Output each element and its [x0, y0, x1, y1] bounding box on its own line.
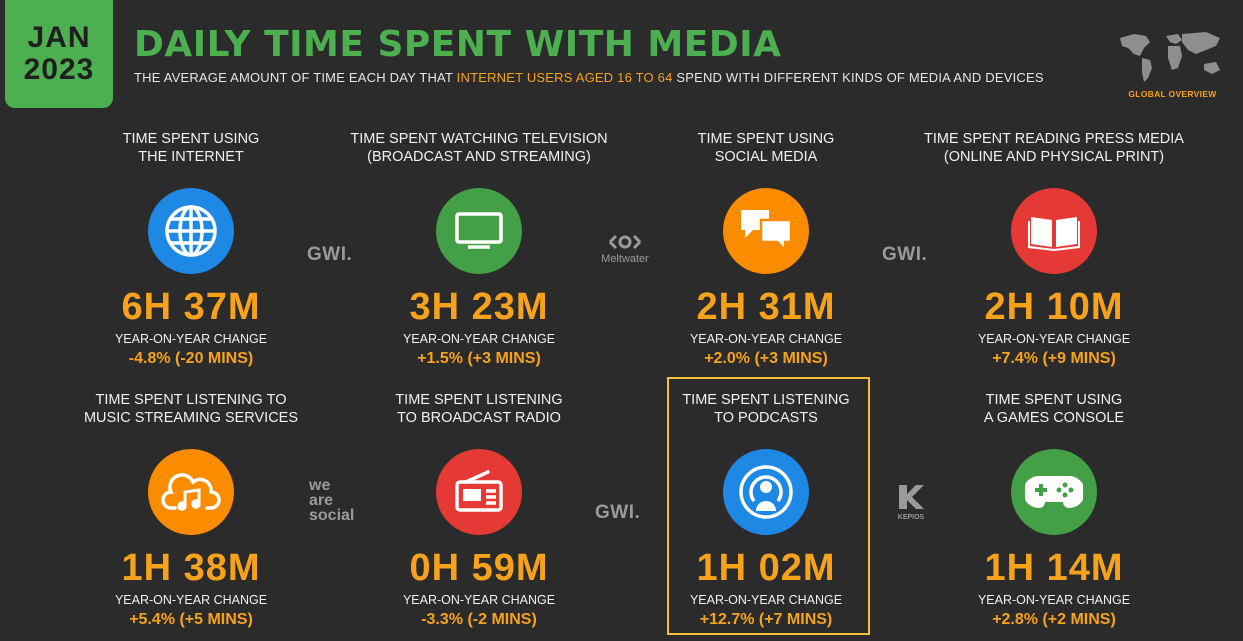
- card-label-line2: (ONLINE AND PHYSICAL PRINT): [943, 149, 1165, 165]
- card-value: 1H 02M: [696, 547, 836, 589]
- card-label: TIME SPENT USING SOCIAL MEDIA: [636, 130, 896, 166]
- meltwater-logo: Meltwater: [590, 234, 660, 265]
- card-music-streaming: TIME SPENT LISTENING TO MUSIC STREAMING S…: [61, 391, 321, 629]
- card-label-line2: MUSIC STREAMING SERVICES: [83, 410, 299, 426]
- card-label: TIME SPENT LISTENING TO BROADCAST RADIO: [349, 391, 609, 427]
- date-badge: JAN 2023: [5, 0, 113, 108]
- change-label: YEAR-ON-YEAR CHANGE: [114, 332, 268, 346]
- card-label-line2: TO BROADCAST RADIO: [397, 410, 561, 426]
- card-label-line1: TIME SPENT LISTENING TO: [95, 392, 287, 408]
- gwi-logo: GWI.: [882, 244, 928, 265]
- card-label-line2: TO PODCASTS: [714, 410, 818, 426]
- card-press-media: TIME SPENT READING PRESS MEDIA (ONLINE AN…: [924, 130, 1184, 368]
- podcast-icon: [723, 449, 809, 535]
- subtitle-post: SPEND WITH DIFFERENT KINDS OF MEDIA AND …: [672, 70, 1044, 85]
- speech-bubbles-icon: [723, 188, 809, 274]
- card-label-line2: THE INTERNET: [138, 149, 244, 165]
- logo-social: social: [309, 507, 355, 524]
- card-label-line1: TIME SPENT USING: [122, 131, 260, 147]
- card-value: 6H 37M: [121, 286, 261, 328]
- card-broadcast-radio: TIME SPENT LISTENING TO BROADCAST RADIO 0…: [349, 391, 609, 629]
- card-label-line1: TIME SPENT READING PRESS MEDIA: [924, 131, 1184, 147]
- page-title: DAILY TIME SPENT WITH MEDIA: [134, 24, 782, 65]
- change-label: YEAR-ON-YEAR CHANGE: [977, 332, 1131, 346]
- card-label: TIME SPENT LISTENING TO MUSIC STREAMING S…: [61, 391, 321, 427]
- change-value: +5.4% (+5 MINS): [129, 611, 253, 628]
- global-overview-label: GLOBAL OVERVIEW: [1128, 89, 1217, 99]
- change-value: +1.5% (+3 MINS): [417, 350, 541, 367]
- card-label: TIME SPENT WATCHING TELEVISION (BROADCAST…: [349, 130, 609, 166]
- card-label-line2: SOCIAL MEDIA: [714, 149, 818, 165]
- change-value: +7.4% (+9 MINS): [992, 350, 1116, 367]
- change-value: -3.3% (-2 MINS): [421, 611, 537, 628]
- card-value: 3H 23M: [409, 286, 549, 328]
- gwi-logo: GWI.: [595, 502, 641, 523]
- music-cloud-icon: [148, 449, 234, 535]
- change-value: +2.8% (+2 MINS): [992, 611, 1116, 628]
- logo-are: are: [309, 492, 334, 509]
- subtitle-highlight: INTERNET USERS AGED 16 TO 64: [456, 70, 673, 85]
- change-label: YEAR-ON-YEAR CHANGE: [977, 593, 1131, 607]
- card-podcasts: TIME SPENT LISTENING TO PODCASTS 1H 02M Y…: [636, 391, 896, 629]
- change-label: YEAR-ON-YEAR CHANGE: [689, 593, 843, 607]
- card-label-line2: (BROADCAST AND STREAMING): [367, 149, 591, 165]
- card-label-line1: TIME SPENT LISTENING: [395, 392, 563, 408]
- globe-icon: [148, 188, 234, 274]
- card-label-line1: TIME SPENT USING: [985, 392, 1123, 408]
- gwi-logo: GWI.: [307, 244, 353, 265]
- radio-icon: [436, 449, 522, 535]
- meltwater-logo-text: Meltwater: [601, 253, 649, 265]
- date-month: JAN: [27, 21, 91, 54]
- date-year: 2023: [23, 53, 95, 86]
- meltwater-mark-icon: [608, 234, 642, 250]
- card-value: 2H 10M: [984, 286, 1124, 328]
- subtitle-pre: THE AVERAGE AMOUNT OF TIME EACH DAY THAT: [134, 70, 457, 85]
- gamepad-icon: [1011, 449, 1097, 535]
- card-value: 2H 31M: [696, 286, 836, 328]
- card-label-line1: TIME SPENT WATCHING TELEVISION: [350, 131, 608, 147]
- change-value: +12.7% (+7 MINS): [699, 611, 833, 628]
- television-icon: [436, 188, 522, 274]
- change-label: YEAR-ON-YEAR CHANGE: [689, 332, 843, 346]
- logo-we: we: [309, 477, 331, 494]
- card-label: TIME SPENT USING A GAMES CONSOLE: [924, 391, 1184, 427]
- open-book-icon: [1011, 188, 1097, 274]
- card-games-console: TIME SPENT USING A GAMES CONSOLE 1H 14M Y…: [924, 391, 1184, 629]
- change-value: +2.0% (+3 MINS): [704, 350, 828, 367]
- podcast-highlight-box: [667, 377, 870, 635]
- card-television: TIME SPENT WATCHING TELEVISION (BROADCAST…: [349, 130, 609, 368]
- card-social-media: TIME SPENT USING SOCIAL MEDIA 2H 31M YEAR…: [636, 130, 896, 368]
- page-subtitle: THE AVERAGE AMOUNT OF TIME EACH DAY THAT…: [134, 70, 1044, 85]
- change-label: YEAR-ON-YEAR CHANGE: [402, 593, 556, 607]
- card-label: TIME SPENT READING PRESS MEDIA (ONLINE AN…: [924, 130, 1184, 166]
- change-value: -4.8% (-20 MINS): [128, 350, 254, 367]
- kepios-logo: KEPIOS: [893, 482, 929, 521]
- change-label: YEAR-ON-YEAR CHANGE: [114, 593, 268, 607]
- card-label-line2: A GAMES CONSOLE: [983, 410, 1125, 426]
- card-value: 1H 38M: [121, 547, 261, 589]
- world-map-icon: [1120, 32, 1220, 82]
- card-label: TIME SPENT USING THE INTERNET: [61, 130, 321, 166]
- change-label: YEAR-ON-YEAR CHANGE: [402, 332, 556, 346]
- card-value: 0H 59M: [409, 547, 549, 589]
- kepios-logo-text: KEPIOS: [897, 514, 925, 521]
- card-value: 1H 14M: [984, 547, 1124, 589]
- card-label-line1: TIME SPENT USING: [697, 131, 835, 147]
- card-internet: TIME SPENT USING THE INTERNET 6H 37M YEAR…: [61, 130, 321, 368]
- we-are-social-logo: we are social: [309, 477, 355, 524]
- card-label-line1: TIME SPENT LISTENING: [682, 392, 850, 408]
- card-label: TIME SPENT LISTENING TO PODCASTS: [636, 391, 896, 427]
- kepios-mark-icon: [899, 485, 924, 509]
